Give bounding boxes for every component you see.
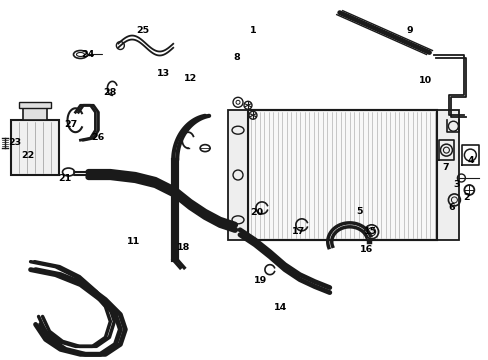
Text: 6: 6 <box>447 203 454 212</box>
Text: 3: 3 <box>452 180 459 189</box>
Bar <box>247 110 437 240</box>
Text: 9: 9 <box>406 26 412 35</box>
Text: 20: 20 <box>250 208 263 217</box>
Text: 25: 25 <box>137 26 149 35</box>
Text: 15: 15 <box>364 227 376 236</box>
Text: 27: 27 <box>64 120 77 129</box>
Bar <box>247 110 437 240</box>
Text: 11: 11 <box>126 237 140 246</box>
Bar <box>11 120 59 175</box>
Text: 8: 8 <box>233 53 240 62</box>
Text: 1: 1 <box>249 26 256 35</box>
Text: 5: 5 <box>356 207 362 216</box>
Bar <box>22 108 46 120</box>
Text: 24: 24 <box>81 50 94 59</box>
Text: 26: 26 <box>91 133 104 142</box>
Text: 13: 13 <box>156 69 169 78</box>
Bar <box>227 110 247 240</box>
Text: 21: 21 <box>58 174 71 183</box>
Bar <box>19 102 50 108</box>
Text: 14: 14 <box>274 303 287 312</box>
Text: 4: 4 <box>467 156 474 165</box>
Text: 7: 7 <box>441 163 448 172</box>
Text: 17: 17 <box>292 227 305 236</box>
Text: 2: 2 <box>462 193 468 202</box>
Text: 16: 16 <box>359 245 372 254</box>
Text: 10: 10 <box>418 76 431 85</box>
Text: 19: 19 <box>254 276 267 285</box>
Text: 28: 28 <box>103 88 117 97</box>
Text: 23: 23 <box>8 138 21 147</box>
Text: 18: 18 <box>176 243 189 252</box>
Text: 12: 12 <box>183 74 196 83</box>
Bar <box>437 110 458 240</box>
Text: 22: 22 <box>21 150 34 159</box>
